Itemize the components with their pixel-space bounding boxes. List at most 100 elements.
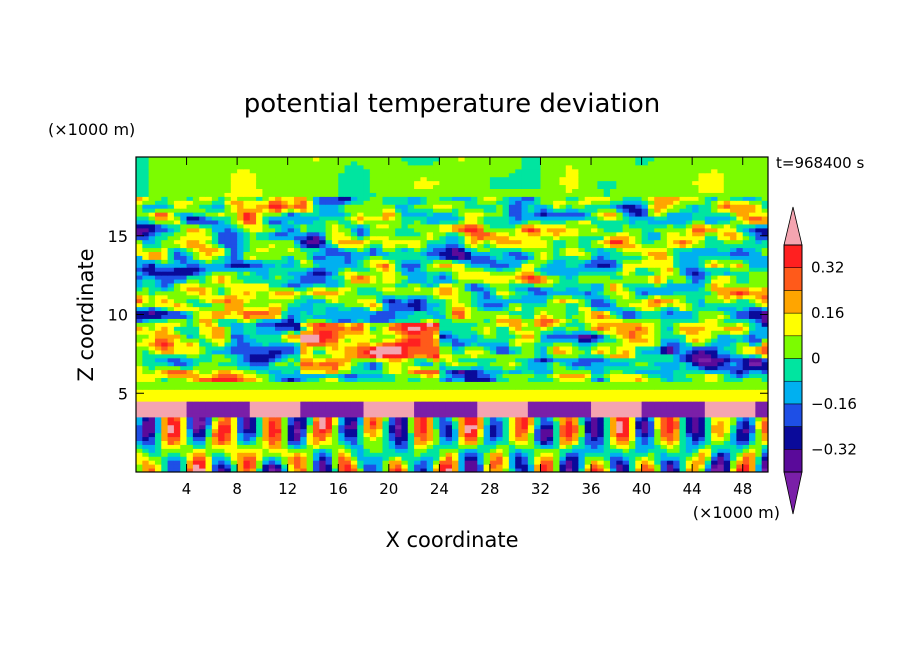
field-cell [445, 397, 453, 402]
field-cell [508, 393, 516, 398]
field-cell [407, 405, 415, 410]
field-cell [578, 393, 586, 398]
field-cell [350, 286, 358, 292]
field-cell [584, 464, 592, 469]
field-cell [464, 357, 472, 363]
field-cell [142, 279, 150, 284]
field-cell [679, 294, 687, 300]
field-cell [275, 440, 282, 445]
field-cell [483, 365, 491, 371]
field-cell [180, 377, 188, 382]
field-cell [142, 294, 150, 300]
field-cell [698, 302, 706, 308]
field-cell [312, 318, 320, 323]
field-cell [211, 440, 219, 445]
field-cell [666, 416, 674, 422]
field-cell [395, 349, 402, 355]
field-cell [742, 330, 750, 335]
field-cell [761, 290, 768, 296]
field-cell [230, 436, 238, 442]
field-cell [154, 464, 162, 469]
field-cell [489, 416, 497, 422]
field-cell [622, 298, 630, 304]
field-cell [268, 349, 276, 355]
field-cell [243, 290, 251, 296]
field-cell [717, 338, 725, 343]
field-cell [369, 420, 377, 426]
field-cell [369, 393, 377, 398]
field-cell [749, 444, 756, 449]
field-cell [142, 298, 150, 304]
field-cell [357, 306, 365, 312]
field-cell [489, 468, 497, 472]
field-cell [192, 428, 200, 434]
field-cell [660, 306, 668, 312]
field-cell [306, 468, 314, 472]
field-cell [218, 373, 225, 379]
field-cell [704, 385, 712, 390]
field-cell [344, 361, 352, 367]
field-cell [224, 409, 232, 414]
field-cell [325, 279, 333, 284]
field-cell [154, 279, 162, 284]
field-cell [553, 286, 560, 292]
field-cell [350, 452, 358, 457]
field-cell [711, 460, 718, 465]
field-cell [452, 361, 459, 367]
field-cell [388, 334, 396, 339]
field-cell [192, 424, 200, 430]
plot-area [136, 157, 768, 472]
field-cell [395, 373, 402, 379]
field-cell [161, 432, 169, 438]
field-cell [534, 460, 541, 465]
field-cell [445, 322, 453, 327]
field-cell [357, 326, 365, 331]
field-cell [211, 389, 219, 394]
field-cell [597, 353, 605, 359]
field-cell [635, 389, 643, 394]
field-cell [275, 448, 282, 453]
field-cell [294, 310, 301, 316]
field-cell [559, 310, 567, 316]
field-cell [673, 468, 681, 472]
field-cell [666, 448, 674, 453]
field-cell [470, 357, 478, 363]
field-cell [502, 342, 510, 347]
field-cell [515, 346, 523, 351]
field-cell [167, 377, 175, 382]
field-cell [414, 322, 421, 327]
field-cell [578, 365, 586, 371]
field-cell [553, 290, 560, 296]
field-cell [578, 460, 586, 465]
field-cell [433, 357, 440, 363]
field-cell [458, 357, 466, 363]
field-cell [717, 326, 725, 331]
field-cell [553, 314, 560, 319]
field-cell [470, 338, 478, 343]
field-cell [338, 468, 346, 472]
field-cell [496, 314, 504, 319]
field-cell [749, 373, 756, 379]
field-cell [173, 424, 181, 430]
field-cell [565, 393, 573, 398]
field-cell [161, 464, 169, 469]
field-cell [414, 397, 421, 402]
field-cell [357, 322, 365, 327]
field-cell [717, 279, 725, 284]
field-cell [660, 314, 668, 319]
field-cell [572, 353, 579, 359]
field-cell [641, 420, 649, 426]
field-cell [426, 353, 434, 359]
field-cell [553, 440, 560, 445]
field-cell [167, 440, 175, 445]
field-cell [275, 377, 282, 382]
field-cell [173, 361, 181, 367]
field-cell [597, 389, 605, 394]
field-cell [388, 361, 396, 367]
field-cell [591, 393, 598, 398]
field-cell [559, 365, 567, 371]
field-cell [287, 377, 295, 382]
field-cell [180, 290, 188, 296]
field-cell [445, 381, 453, 386]
field-cell [622, 306, 630, 312]
